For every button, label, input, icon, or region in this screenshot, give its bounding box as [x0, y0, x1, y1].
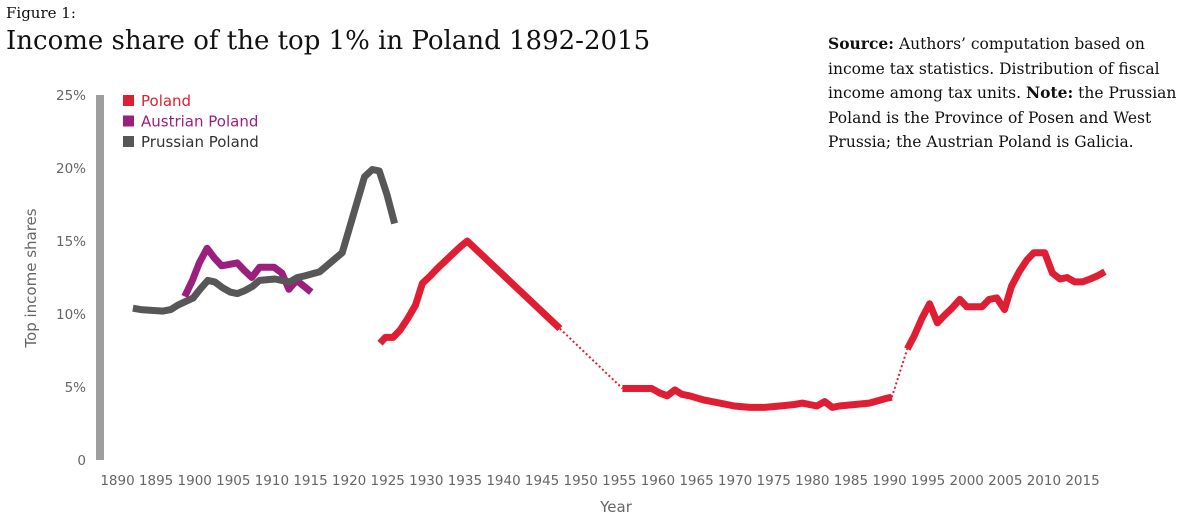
y-tick-labels: 0 5% 10% 15% 20% 25%	[56, 88, 86, 469]
y-axis-title: Top income shares	[22, 208, 40, 348]
x-tick-label: 1900	[178, 473, 212, 489]
legend-swatch-prussian-poland	[123, 136, 134, 147]
chart-svg: 05%10%15%20%25% 1890 1895 1900 1905 1910 1915…	[0, 0, 1200, 526]
series-layer	[133, 170, 1105, 408]
legend-label-austrian-poland: Austrian Poland	[141, 113, 258, 131]
x-axis-title: Year	[599, 498, 633, 516]
x-tick-label: 1955	[602, 473, 636, 489]
x-tick-labels: 1890 1895 1900 1905 1910 1915 1920 1925 1930 1935…	[100, 473, 1099, 489]
x-tick-label: 1930	[409, 473, 443, 489]
poland-series-line	[622, 389, 891, 408]
y-tick-label: 15%	[56, 234, 86, 250]
legend: Poland Austrian Poland Prussian Poland	[123, 92, 259, 151]
legend-label-poland: Poland	[141, 92, 191, 110]
x-tick-label: 1910	[255, 473, 289, 489]
poland-gap-link	[892, 349, 907, 397]
x-tick-label: 1915	[293, 473, 327, 489]
x-tick-label: 1975	[757, 473, 791, 489]
x-tick-label: 1925	[371, 473, 405, 489]
x-tick-label: 2000	[950, 473, 984, 489]
x-tick-label: 1970	[718, 473, 752, 489]
y-axis-bar	[96, 95, 104, 460]
x-tick-label: 2015	[1065, 473, 1099, 489]
x-tick-label: 1905	[216, 473, 250, 489]
poland-series-line	[907, 253, 1105, 349]
x-tick-label: 1940	[486, 473, 520, 489]
x-tick-label: 2005	[988, 473, 1022, 489]
x-tick-label: 1950	[564, 473, 598, 489]
x-tick-label: 1960	[641, 473, 675, 489]
legend-swatch-poland	[123, 95, 134, 106]
x-tick-label: 1895	[139, 473, 173, 489]
prussian-poland-series-line	[133, 170, 395, 312]
y-tick-label: 20%	[56, 161, 86, 177]
x-tick-label: 1995	[911, 473, 945, 489]
poland-gap-link	[560, 329, 623, 389]
x-tick-label: 1985	[834, 473, 868, 489]
x-tick-label: 1980	[795, 473, 829, 489]
x-tick-label: 1990	[872, 473, 906, 489]
legend-label-prussian-poland: Prussian Poland	[141, 133, 259, 151]
y-tick-label: 10%	[56, 307, 86, 323]
x-tick-label: 2010	[1027, 473, 1061, 489]
x-tick-label: 1945	[525, 473, 559, 489]
y-tick-label: 25%	[56, 88, 86, 104]
x-tick-label: 1935	[448, 473, 482, 489]
x-tick-label: 1890	[100, 473, 134, 489]
legend-swatch-austrian-poland	[123, 116, 134, 127]
y-tick-label: 0	[77, 453, 86, 469]
poland-series-line	[380, 241, 560, 343]
x-tick-label: 1920	[332, 473, 366, 489]
y-tick-label: 5%	[65, 380, 87, 396]
x-tick-label: 1965	[679, 473, 713, 489]
